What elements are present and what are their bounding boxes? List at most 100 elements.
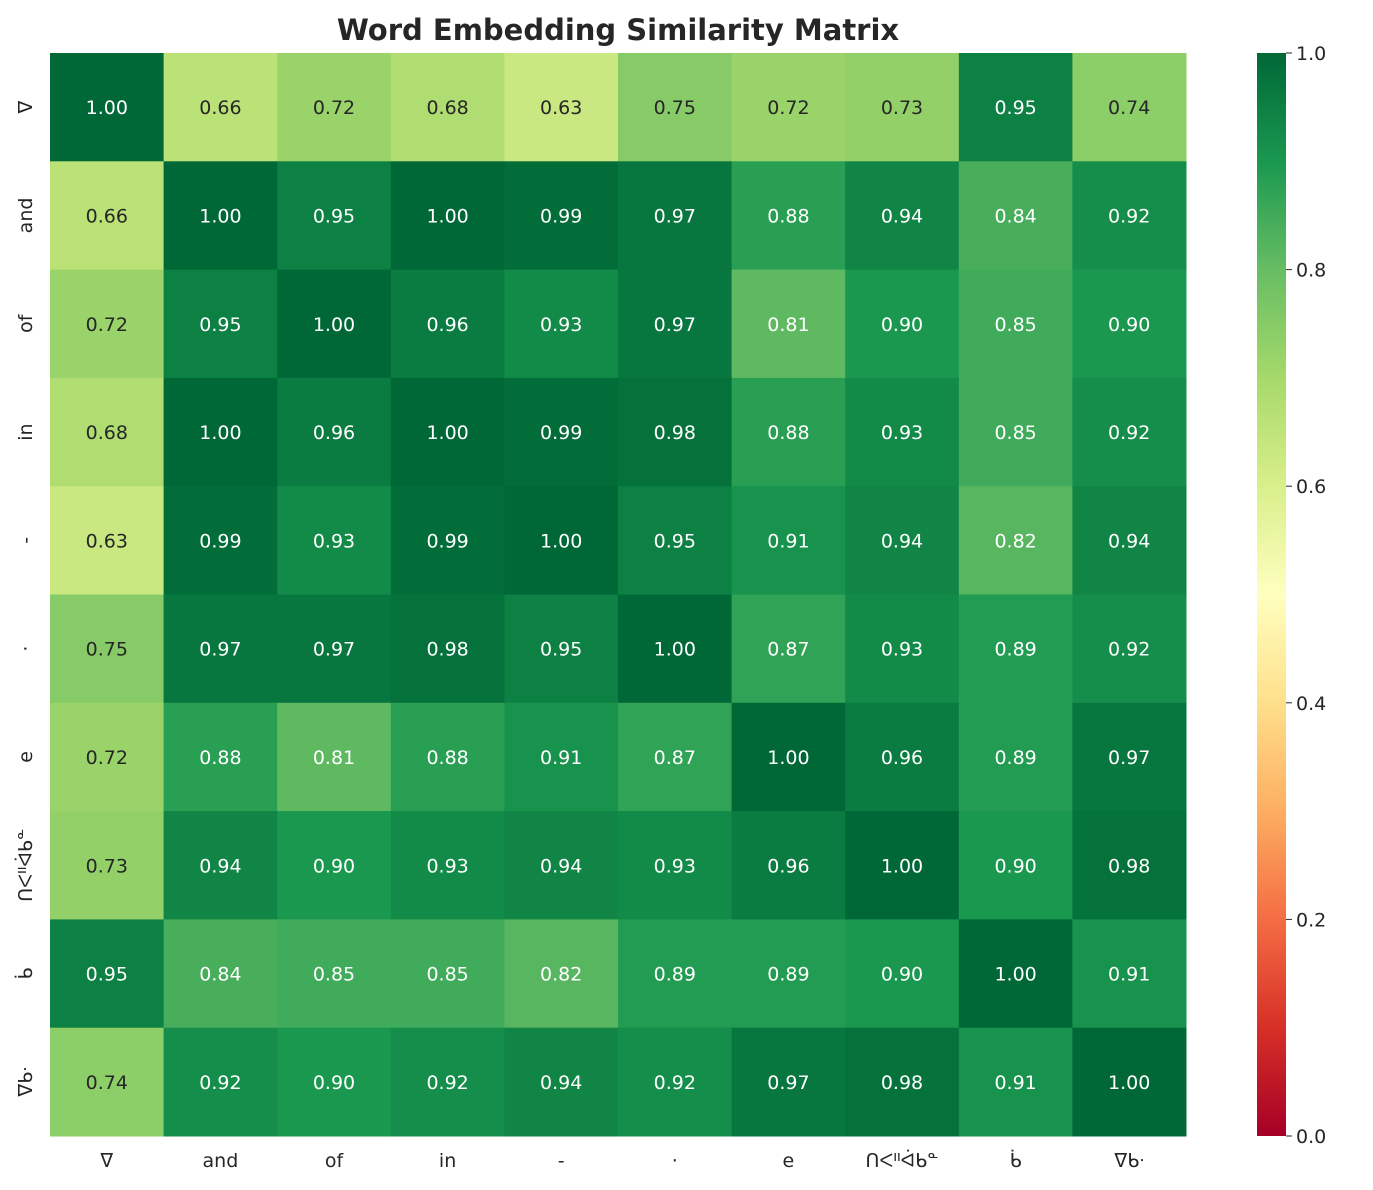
heatmap-cell xyxy=(845,811,960,920)
x-tick-labels: ᐁ and of in - · e ᑎᐸᐦᐋᑲᓐ ᑳ ᐁᑲᐧ xyxy=(100,1148,1144,1172)
chart-title: Word Embedding Similarity Matrix xyxy=(337,13,900,47)
cell-annotation: 0.72 xyxy=(767,97,809,119)
cell-annotation: 0.97 xyxy=(654,314,696,336)
heatmap-cell xyxy=(731,377,846,487)
heatmap-cell xyxy=(163,377,278,487)
cell-annotation: 0.94 xyxy=(540,855,582,877)
heatmap-cell xyxy=(1072,377,1187,487)
heatmap-cell xyxy=(504,594,619,704)
heatmap-cell xyxy=(958,53,1073,162)
heatmap-cell xyxy=(50,486,165,595)
cell-annotation: 0.95 xyxy=(654,530,696,552)
heatmap-cell xyxy=(731,269,846,379)
y-tick-label: of xyxy=(15,313,37,333)
colorbar-tick-label: 0.0 xyxy=(1296,1126,1326,1148)
heatmap-cell xyxy=(50,377,165,487)
y-tick-label: in xyxy=(15,423,37,440)
cell-annotation: 0.68 xyxy=(426,97,468,119)
cell-annotation: 1.00 xyxy=(1108,1072,1150,1094)
y-tick-label: ᐁ xyxy=(15,101,37,114)
cell-annotation: 0.91 xyxy=(994,1072,1036,1094)
cell-annotation: 0.90 xyxy=(1108,314,1150,336)
heatmap-cell xyxy=(618,161,733,271)
cell-annotation: 1.00 xyxy=(426,422,468,444)
cell-annotation: 0.95 xyxy=(313,205,355,227)
heatmap-cell xyxy=(618,53,733,162)
heatmap-cell xyxy=(277,486,392,595)
cell-annotation: 0.93 xyxy=(540,314,582,336)
heatmap-cell xyxy=(845,919,960,1029)
y-tick-label: · xyxy=(15,646,37,652)
heatmap-cell xyxy=(618,269,733,379)
heatmap-cell xyxy=(390,377,505,487)
cell-annotation: 0.97 xyxy=(199,639,241,661)
cell-annotation: 0.89 xyxy=(654,964,696,986)
cell-annotation: 0.74 xyxy=(86,1072,128,1094)
cell-annotation: 0.98 xyxy=(881,1072,923,1094)
cell-annotation: 0.95 xyxy=(540,639,582,661)
cell-annotation: 0.74 xyxy=(1108,97,1150,119)
cell-annotation: 0.96 xyxy=(426,314,468,336)
heatmap-cell xyxy=(390,269,505,379)
cell-annotation: 0.89 xyxy=(994,747,1036,769)
cell-annotation: 1.00 xyxy=(313,314,355,336)
cell-annotation: 0.96 xyxy=(881,747,923,769)
heatmap-cell xyxy=(504,377,619,487)
heatmap-cell xyxy=(504,161,619,271)
heatmap-cell xyxy=(845,53,960,162)
heatmap-cell xyxy=(504,702,619,812)
heatmap-cell xyxy=(50,53,165,162)
x-tick-label: e xyxy=(783,1150,795,1172)
cell-annotation: 1.00 xyxy=(426,205,468,227)
heatmap-cell xyxy=(277,811,392,920)
colorbar-tick-label: 0.2 xyxy=(1296,909,1326,931)
heatmap-cell xyxy=(390,594,505,704)
colorbar-tick-label: 0.8 xyxy=(1296,260,1326,282)
cell-annotation: 0.98 xyxy=(426,639,468,661)
heatmap-cell xyxy=(390,53,505,162)
heatmap-cell xyxy=(504,919,619,1029)
cell-annotation: 0.93 xyxy=(654,855,696,877)
heatmap-cell xyxy=(277,702,392,812)
heatmap-cell xyxy=(390,1027,505,1137)
heatmap-cell xyxy=(1072,161,1187,271)
heatmap-cell xyxy=(163,811,278,920)
cell-annotation: 0.94 xyxy=(199,855,241,877)
cell-annotation: 0.85 xyxy=(313,964,355,986)
cell-annotation: 0.93 xyxy=(881,422,923,444)
heatmap-cell xyxy=(731,1027,846,1137)
heatmap-cell xyxy=(50,702,165,812)
heatmap-cell xyxy=(731,919,846,1029)
x-tick-label: and xyxy=(203,1150,239,1172)
heatmap-cell xyxy=(958,702,1073,812)
heatmap-cell xyxy=(390,702,505,812)
heatmap-cell xyxy=(845,702,960,812)
heatmap-cell xyxy=(390,161,505,271)
heatmap-cell xyxy=(1072,702,1187,812)
x-tick-label: ᑳ xyxy=(1010,1148,1022,1172)
cell-annotation: 0.87 xyxy=(654,747,696,769)
cell-annotation: 0.93 xyxy=(881,639,923,661)
cell-annotation: 0.75 xyxy=(654,97,696,119)
x-tick-label: in xyxy=(439,1150,456,1172)
heatmap-cell xyxy=(277,53,392,162)
heatmap-cell xyxy=(504,53,619,162)
cell-annotation: 0.93 xyxy=(313,530,355,552)
heatmap-cell xyxy=(277,1027,392,1137)
cell-annotation: 0.75 xyxy=(86,639,128,661)
y-tick-label: e xyxy=(15,751,37,763)
cell-annotation: 0.95 xyxy=(994,97,1036,119)
heatmap-cell xyxy=(845,486,960,595)
heatmap-cell xyxy=(163,53,278,162)
heatmap-cell xyxy=(845,161,960,271)
heatmap-cell xyxy=(1072,486,1187,595)
cell-annotation: 0.99 xyxy=(540,422,582,444)
cell-annotation: 1.00 xyxy=(86,97,128,119)
heatmap-cell xyxy=(845,594,960,704)
heatmap-cell xyxy=(958,919,1073,1029)
cell-annotation: 0.82 xyxy=(540,964,582,986)
cell-annotation: 0.85 xyxy=(994,314,1036,336)
cell-annotation: 0.99 xyxy=(426,530,468,552)
heatmap-cell xyxy=(731,53,846,162)
